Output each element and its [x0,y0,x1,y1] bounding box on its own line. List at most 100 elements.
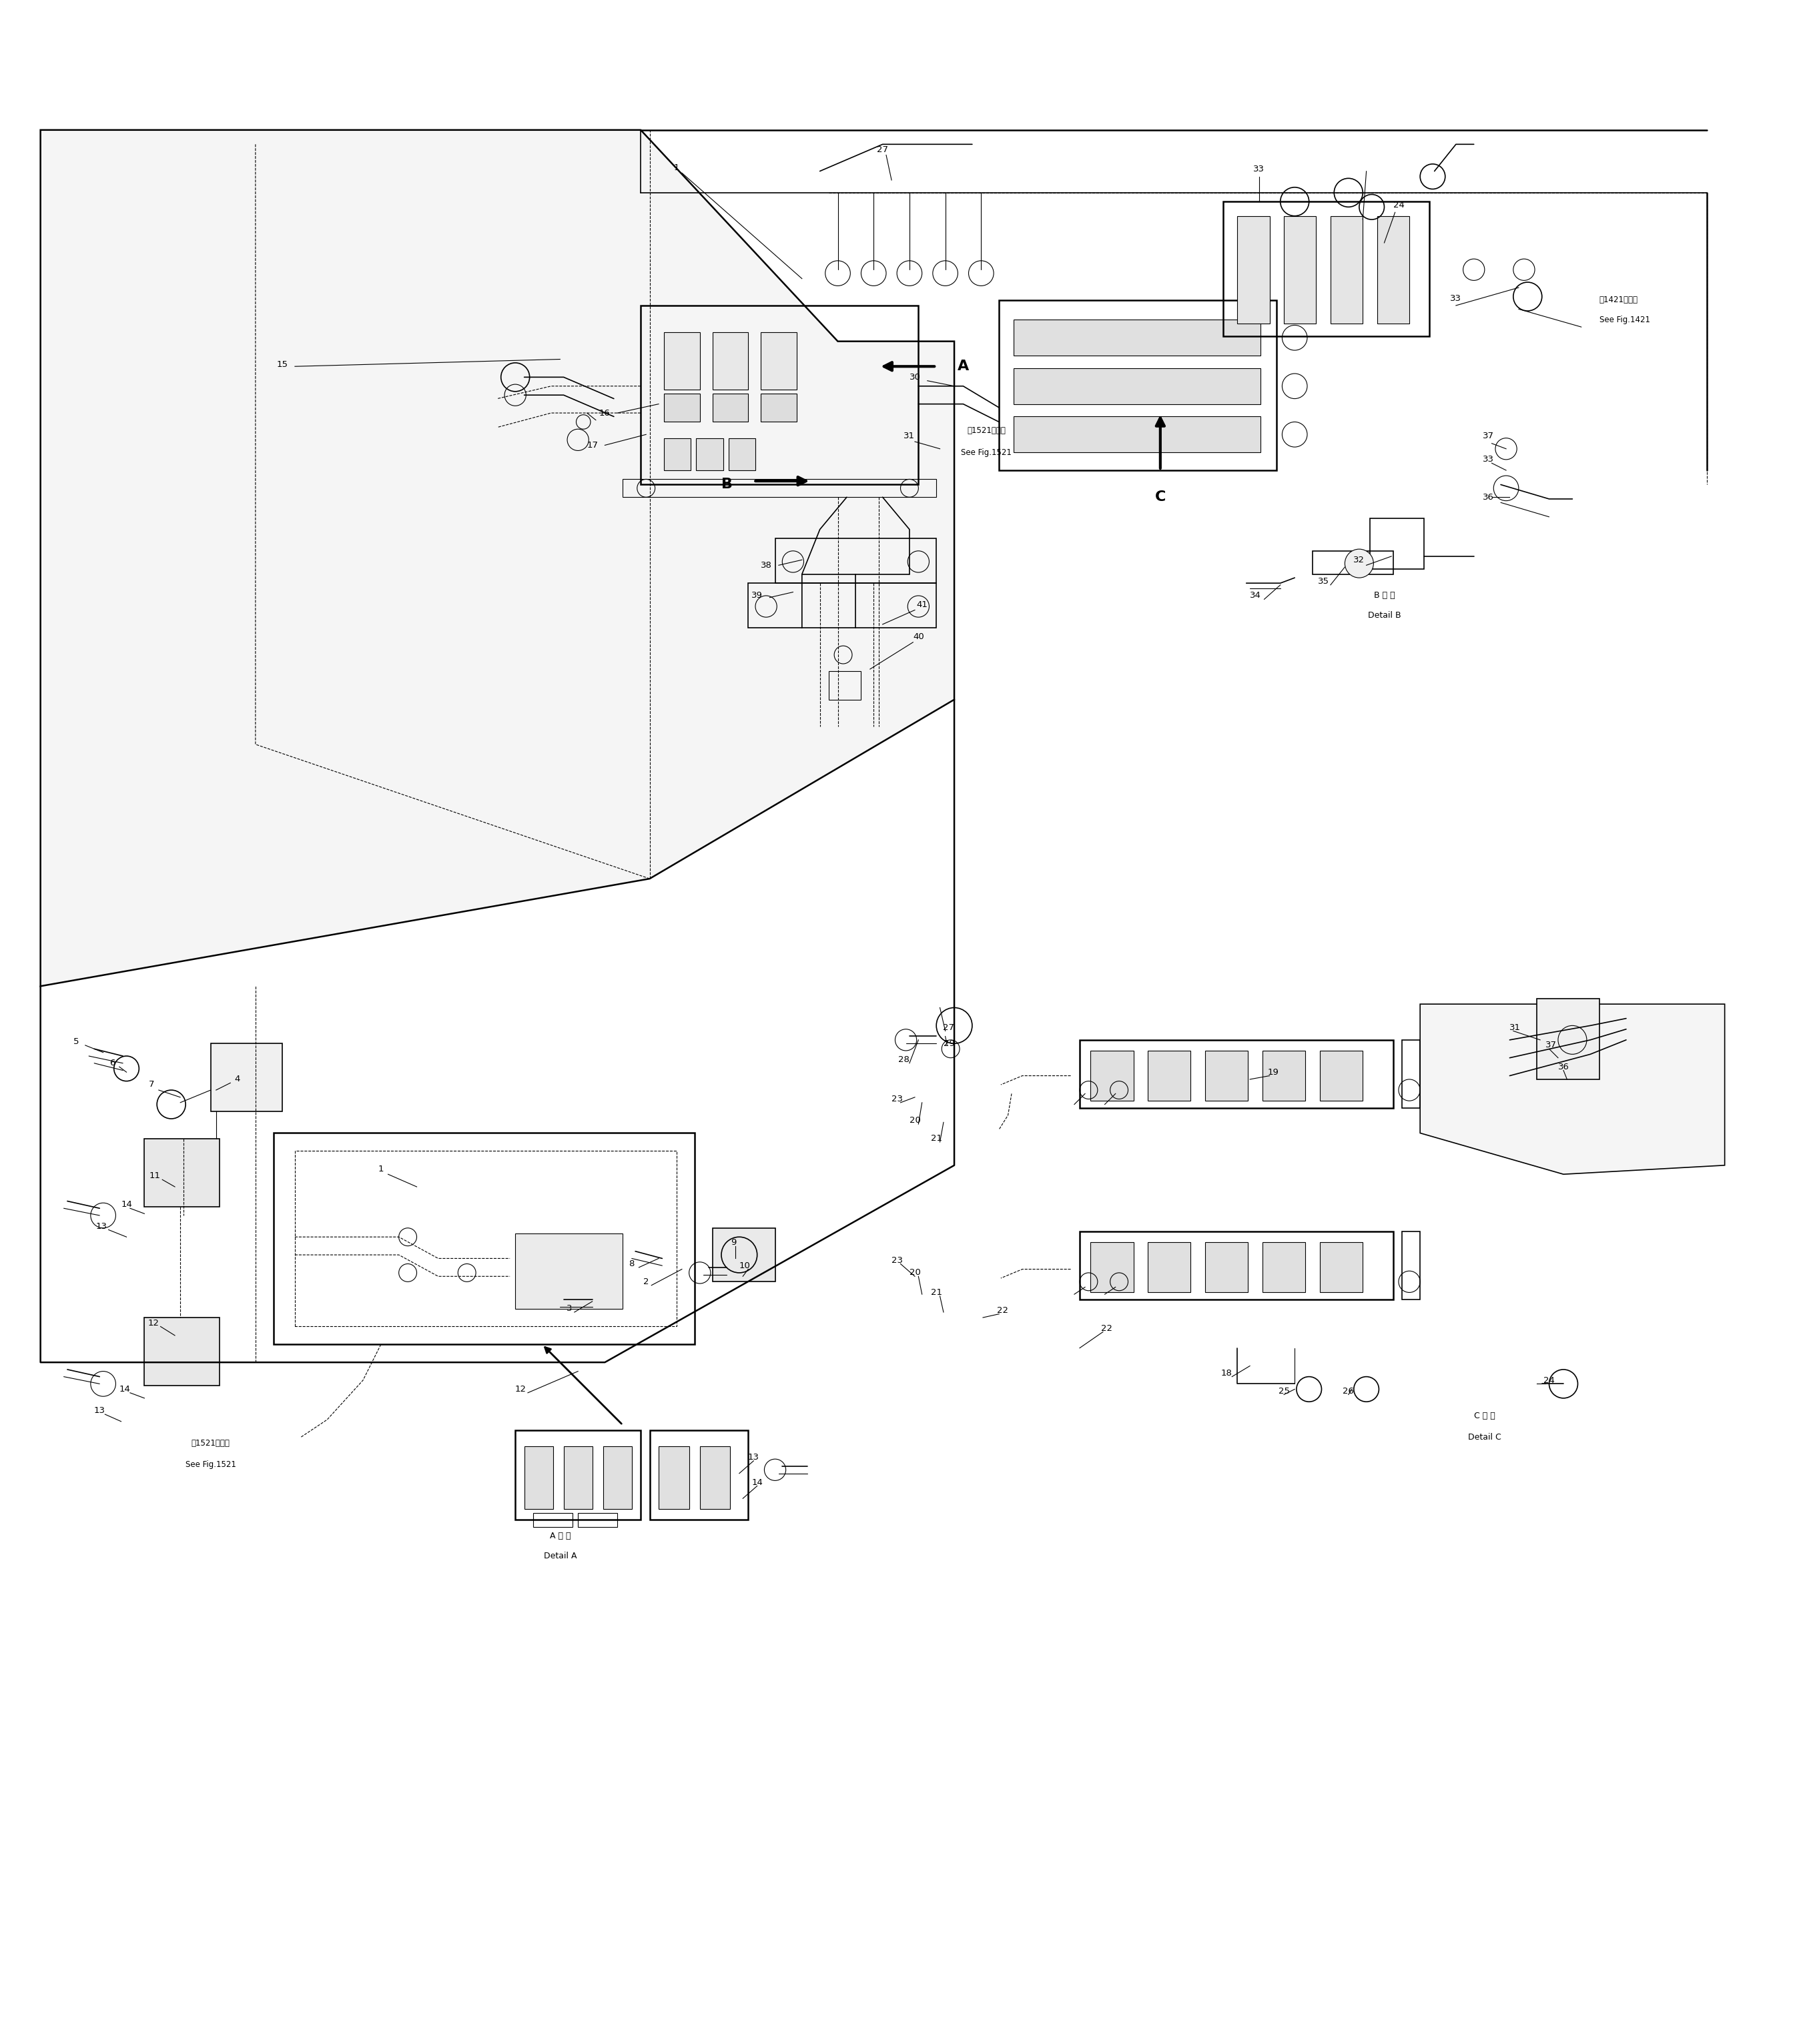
Text: 第1421図参照: 第1421図参照 [1599,296,1637,305]
Text: 25: 25 [1279,1386,1290,1396]
Text: 37: 37 [1545,1040,1556,1051]
Bar [578,1513,618,1527]
Bar [1237,217,1270,323]
Text: 21: 21 [931,1288,942,1296]
Bar [728,437,755,470]
Text: 4: 4 [234,1075,240,1083]
Text: 37: 37 [1482,431,1493,442]
Text: 26: 26 [1344,1386,1354,1396]
Bar [697,437,724,470]
Text: 16: 16 [600,409,611,417]
Text: 38: 38 [760,560,773,570]
Bar [1205,1243,1248,1292]
Text: 35: 35 [1318,576,1329,587]
Bar [533,1513,573,1527]
Text: 12: 12 [148,1318,158,1327]
Bar [144,1139,220,1206]
Bar [1014,319,1261,356]
Bar [1014,417,1261,452]
Bar [274,1132,695,1345]
Bar [1205,1051,1248,1102]
Bar [774,538,937,583]
Bar [828,670,861,699]
Text: 15: 15 [277,360,288,370]
Text: 24: 24 [1543,1376,1554,1384]
Text: 20: 20 [910,1116,920,1124]
Text: 7: 7 [149,1081,155,1089]
Bar [515,1431,641,1521]
Bar [515,1233,623,1308]
Bar [1331,217,1363,323]
Bar [665,392,701,421]
Text: 31: 31 [904,431,915,442]
Text: C: C [1154,491,1165,503]
Text: 28: 28 [899,1055,910,1065]
Text: 14: 14 [121,1200,131,1210]
Text: 41: 41 [917,601,928,609]
Text: 14: 14 [119,1386,130,1394]
Text: See Fig.1521: See Fig.1521 [962,448,1012,456]
Text: 33: 33 [1482,456,1493,464]
Text: A: A [958,360,969,374]
Text: 27: 27 [944,1024,955,1032]
Text: Detail B: Detail B [1367,611,1401,619]
Bar [760,333,796,390]
Text: 23: 23 [891,1096,902,1104]
Text: 20: 20 [910,1269,920,1278]
Bar [1090,1051,1133,1102]
Text: 1: 1 [674,164,679,172]
Text: 13: 13 [94,1406,104,1414]
Text: 11: 11 [149,1171,160,1179]
Bar [211,1044,283,1112]
Text: 32: 32 [1354,556,1365,564]
Text: 第1521図参照: 第1521図参照 [967,427,1005,435]
Text: 22: 22 [998,1306,1009,1314]
Bar [665,333,701,390]
Bar [1371,519,1423,568]
Bar [747,583,937,628]
Bar [1403,1040,1421,1108]
Text: 1: 1 [378,1165,384,1173]
Text: 13: 13 [95,1222,106,1230]
Text: 22: 22 [1100,1325,1113,1333]
Text: 24: 24 [1392,200,1405,211]
Text: 14: 14 [751,1478,764,1486]
Text: 10: 10 [738,1261,751,1269]
Bar [1014,368,1261,405]
Bar [713,1228,774,1282]
Bar [1223,202,1428,335]
Text: 23: 23 [891,1255,902,1265]
Bar [1147,1051,1190,1102]
Bar [713,333,747,390]
Text: 6: 6 [110,1059,115,1067]
Bar [665,437,692,470]
Bar [1000,300,1277,470]
Polygon shape [40,131,955,985]
Text: 12: 12 [515,1386,526,1394]
Text: Detail C: Detail C [1468,1433,1502,1441]
Bar [1147,1243,1190,1292]
Text: 5: 5 [74,1038,79,1047]
Bar [1284,217,1317,323]
Text: 31: 31 [1509,1024,1520,1032]
Text: 29: 29 [944,1038,955,1049]
Text: 第1521図参照: 第1521図参照 [191,1439,231,1447]
Text: C 詳 細: C 詳 細 [1473,1412,1495,1421]
Text: 33: 33 [1450,294,1462,303]
Bar [713,392,747,421]
Bar [1090,1243,1133,1292]
Bar [1079,1040,1394,1108]
Bar [1403,1233,1421,1300]
Circle shape [1345,550,1374,578]
Text: 9: 9 [731,1239,737,1247]
Text: 39: 39 [751,591,764,601]
Text: 27: 27 [877,145,888,153]
Text: Detail A: Detail A [544,1551,576,1560]
Text: A 詳 細: A 詳 細 [549,1531,571,1541]
Text: 13: 13 [747,1453,760,1461]
Text: B 詳 細: B 詳 細 [1374,591,1394,601]
Bar [603,1447,632,1508]
Bar [641,305,919,484]
Bar [564,1447,593,1508]
Bar [1263,1051,1306,1102]
